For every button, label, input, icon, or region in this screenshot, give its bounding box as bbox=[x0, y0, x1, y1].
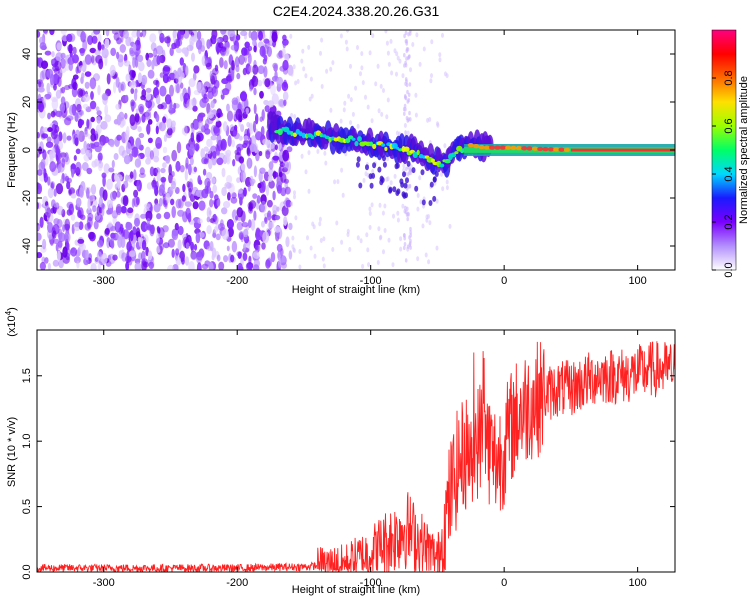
snr-xtick-label: -300 bbox=[93, 577, 115, 589]
colorbar-tick-label: 0.8 bbox=[723, 70, 735, 85]
snr-ytick-label: 1.0 bbox=[21, 434, 33, 449]
snr-xtick-label: 100 bbox=[628, 577, 646, 589]
snr-ytick-label: 1.5 bbox=[21, 368, 33, 383]
snr-ylabel: SNR (10 * v/v) bbox=[6, 417, 18, 487]
colorbar-tick-label: 0.0 bbox=[723, 262, 735, 277]
snr-panel: -300 -200 -100 0 100 0.0 0.5 1.0 1.5 Height of s… bbox=[4, 307, 676, 596]
spectrogram-ytick-label: 40 bbox=[21, 48, 33, 60]
snr-yscale-close: ) bbox=[6, 307, 18, 311]
colorbar: 0.0 0.2 0.4 0.6 0.8 Normalized spectral ampl… bbox=[711, 29, 750, 278]
spectrogram-xlabel: Height of straight line (km) bbox=[292, 284, 420, 296]
snr-frame bbox=[36, 329, 676, 573]
spectrogram-ylabel: Frequency (Hz) bbox=[6, 112, 18, 188]
snr-plot-area bbox=[37, 330, 675, 572]
spectrogram-ytick-label: -20 bbox=[21, 190, 33, 206]
spectrogram-xtick-label: -200 bbox=[226, 275, 248, 287]
snr-ticks: -300 -200 -100 0 100 0.0 0.5 1.0 1.5 bbox=[21, 330, 675, 589]
snr-ytick-label: 0.5 bbox=[21, 499, 33, 514]
spectrogram-ytick-label: -40 bbox=[21, 238, 33, 254]
snr-xlabel: Height of straight line (km) bbox=[292, 584, 420, 596]
spectrogram-heat bbox=[37, 30, 675, 270]
colorbar-ticks: 0.0 0.2 0.4 0.6 0.8 bbox=[712, 70, 735, 278]
snr-xtick-label: 0 bbox=[501, 577, 507, 589]
snr-ytick-label: 0.0 bbox=[21, 564, 33, 579]
spectrogram-ytick-label: 0 bbox=[21, 147, 33, 153]
colorbar-tick-label: 0.6 bbox=[723, 118, 735, 133]
snr-yscale-label: (x104) bbox=[4, 307, 18, 337]
spectrogram-xtick-label: 100 bbox=[628, 275, 646, 287]
spectrogram-xtick-label: -300 bbox=[93, 275, 115, 287]
snr-series-line bbox=[37, 341, 675, 572]
colorbar-gradient bbox=[712, 30, 736, 270]
snr-xtick-label: -200 bbox=[226, 577, 248, 589]
colorbar-frame bbox=[711, 29, 737, 271]
spectrogram-xtick-label: 0 bbox=[501, 275, 507, 287]
spectrogram-xtick-label: -100 bbox=[360, 275, 382, 287]
snr-yscale-base: (x10 bbox=[6, 315, 18, 336]
spectrogram-ytick-label: 20 bbox=[21, 96, 33, 108]
chart-title: C2E4.2024.338.20.26.G31 bbox=[273, 3, 440, 19]
snr-yscale-exp: 4 bbox=[4, 310, 13, 315]
snr-xtick-label: -100 bbox=[360, 577, 382, 589]
colorbar-label: Normalized spectral amplitude bbox=[738, 76, 750, 224]
colorbar-tick-label: 0.2 bbox=[723, 214, 735, 229]
colorbar-tick-label: 0.4 bbox=[723, 166, 735, 181]
